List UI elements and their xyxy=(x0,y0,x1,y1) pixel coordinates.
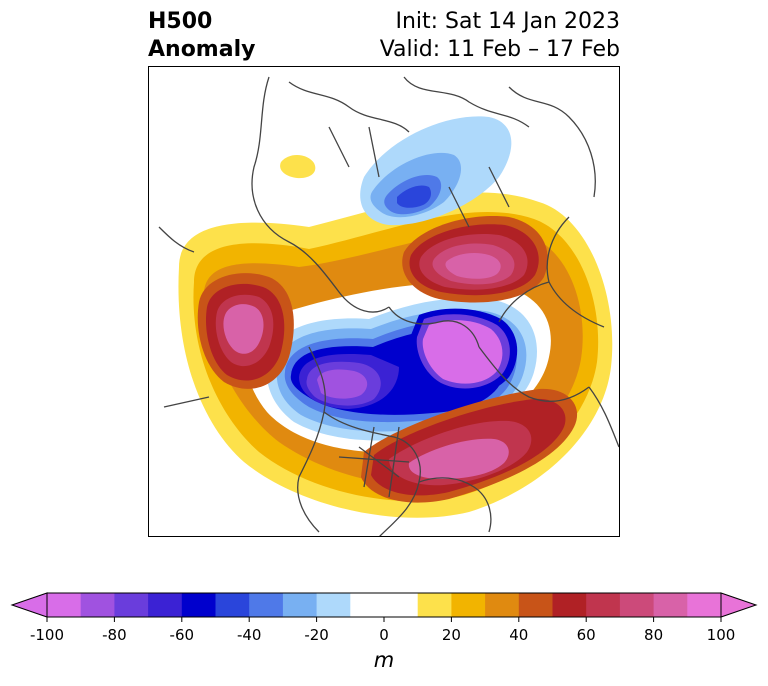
positive-anomaly-pacific xyxy=(197,273,294,389)
small-positive-patch xyxy=(280,154,316,179)
colorbar-tick-labels: -100 -80 -60 -40 -20 0 20 40 60 80 100 xyxy=(0,626,768,646)
colorbar-bin xyxy=(80,593,115,617)
colorbar-tick-label: 0 xyxy=(379,626,389,644)
colorbar-bin xyxy=(485,593,520,617)
map-title: H500 Anomaly xyxy=(148,8,255,64)
colorbar-under-triangle xyxy=(10,592,48,618)
colorbar-tick-label: 40 xyxy=(509,626,529,644)
colorbar-bin xyxy=(653,593,688,617)
colorbar-tick-label: 60 xyxy=(576,626,596,644)
forecast-dates: Init: Sat 14 Jan 2023 Valid: 11 Feb – 17… xyxy=(380,8,620,64)
colorbar-tick-label: -100 xyxy=(29,626,65,644)
colorbar-bin xyxy=(181,593,216,617)
colorbar-bin xyxy=(619,593,655,617)
anomaly-map-graphic xyxy=(158,76,619,536)
negative-anomaly-trough xyxy=(266,297,537,441)
valid-range: Valid: 11 Feb – 17 Feb xyxy=(379,37,620,62)
colorbar-bins xyxy=(47,593,722,617)
colorbar-bin xyxy=(47,593,82,617)
colorbar-bin xyxy=(417,593,452,617)
colorbar-tick-label: -60 xyxy=(169,626,195,644)
colorbar-bin xyxy=(249,593,284,617)
colorbar-tick-label: -40 xyxy=(236,626,262,644)
colorbar-tick-label: -20 xyxy=(304,626,329,644)
colorbar-bin xyxy=(451,593,486,617)
title-line-variable: H500 xyxy=(148,9,213,34)
colorbar xyxy=(10,592,758,622)
colorbar-bin xyxy=(552,593,587,617)
coastlines xyxy=(158,76,619,536)
colorbar-bin xyxy=(350,593,385,617)
colorbar-bin xyxy=(215,593,250,617)
colorbar-tick-label: 100 xyxy=(706,626,736,644)
colorbar-tick-label: 80 xyxy=(644,626,664,644)
colorbar-bin xyxy=(384,593,419,617)
colorbar-bin xyxy=(282,593,318,617)
colorbar-bin xyxy=(687,593,722,617)
colorbar-bin xyxy=(148,593,183,617)
colorbar-tick-label: -80 xyxy=(102,626,127,644)
init-date: Init: Sat 14 Jan 2023 xyxy=(395,9,620,34)
colorbar-bin xyxy=(586,593,621,617)
colorbar-bin xyxy=(316,593,351,617)
positive-anomaly-atlantic xyxy=(361,388,578,503)
anomaly-map xyxy=(148,66,620,537)
positive-anomaly-arctic xyxy=(402,216,548,303)
title-line-field: Anomaly xyxy=(148,37,256,62)
colorbar-units-label: m xyxy=(373,648,395,672)
negative-anomaly-siberia xyxy=(360,116,512,226)
colorbar-bin xyxy=(518,593,553,617)
colorbar-tick-label: 20 xyxy=(441,626,461,644)
colorbar-over-triangle xyxy=(720,592,758,618)
colorbar-bin xyxy=(114,593,149,617)
